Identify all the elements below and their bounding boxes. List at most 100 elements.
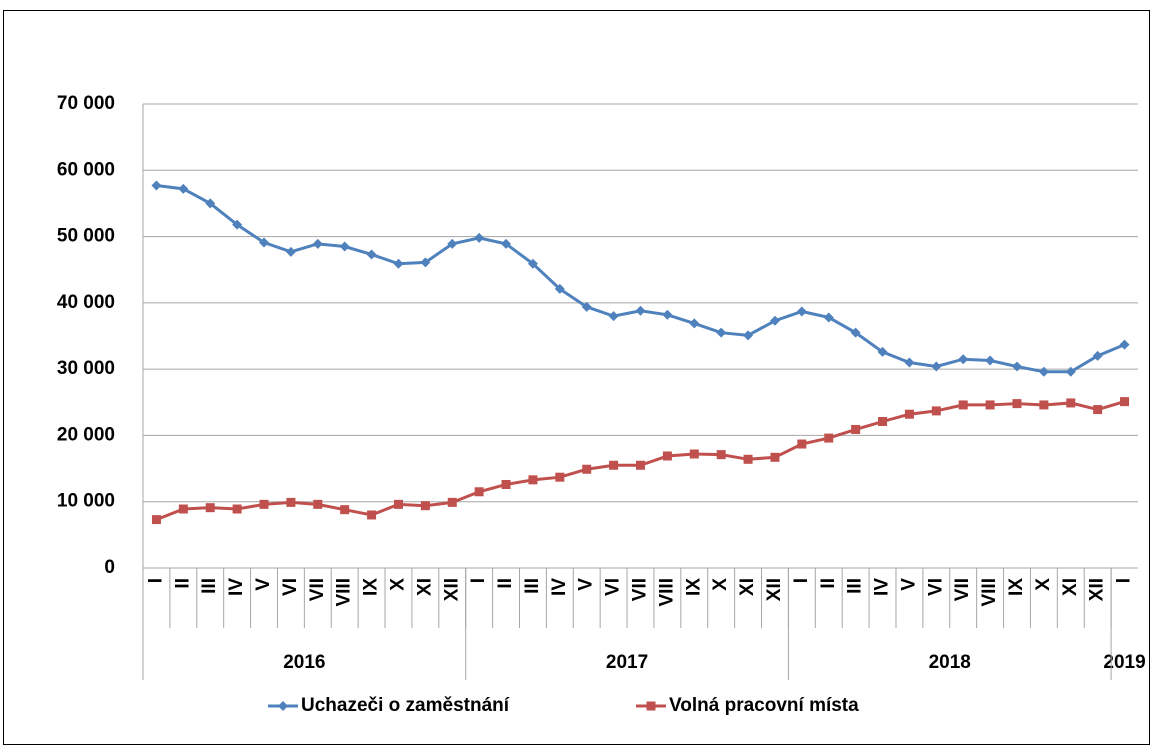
y-tick-label: 70 000 [57, 93, 115, 114]
point [1039, 400, 1049, 410]
x-tick-label: II [818, 578, 839, 589]
point [743, 330, 754, 341]
point [716, 450, 726, 460]
point [313, 499, 323, 509]
x-tick-label: XII [441, 578, 462, 601]
point [205, 503, 215, 513]
y-tick-label: 0 [104, 557, 115, 578]
point [340, 505, 350, 515]
x-tick-label: III [845, 578, 866, 594]
x-tick-label: VIII [656, 578, 677, 607]
x-tick-label: X [710, 578, 731, 591]
x-group-label: 2018 [929, 652, 971, 673]
point [878, 417, 888, 427]
y-tick-label: 60 000 [57, 159, 115, 180]
point [1119, 339, 1130, 350]
point [1038, 366, 1049, 377]
legend-label: Volná pracovní místa [669, 695, 859, 716]
x-tick-label: VIII [334, 578, 355, 607]
x-tick-label: III [199, 578, 220, 594]
x-tick-label: I [145, 578, 166, 583]
point [609, 460, 619, 470]
x-tick-label: XII [1087, 578, 1108, 601]
y-tick-label: 10 000 [57, 491, 115, 512]
point [797, 439, 807, 449]
point [151, 515, 161, 525]
point [958, 400, 968, 410]
y-tick-label: 20 000 [57, 424, 115, 445]
point [636, 460, 645, 470]
point [1066, 398, 1076, 408]
point [743, 454, 753, 464]
point [339, 241, 350, 252]
point [769, 315, 780, 326]
point [474, 487, 484, 497]
point [904, 409, 914, 419]
point [178, 504, 188, 514]
y-tick-label: 40 000 [57, 292, 115, 313]
y-tick-label: 30 000 [57, 358, 115, 379]
x-tick-label: XI [737, 578, 758, 596]
point [931, 361, 942, 372]
x-tick-label: XI [414, 578, 435, 596]
x-tick-label: VII [307, 578, 328, 601]
x-tick-label: IV [226, 578, 247, 596]
point [985, 400, 995, 410]
x-group-label: 2016 [283, 652, 325, 673]
point [259, 499, 269, 509]
point [232, 219, 243, 230]
x-tick-label: IX [683, 578, 704, 596]
point [823, 312, 834, 323]
point [582, 464, 592, 474]
x-tick-label: IX [361, 578, 382, 596]
point [662, 309, 673, 320]
point [796, 306, 807, 317]
point [474, 232, 485, 243]
x-tick-label: XII [764, 578, 785, 601]
point [716, 327, 727, 338]
point [447, 497, 457, 507]
legend-label: Uchazeči o zaměstnání [301, 695, 510, 716]
x-tick-label: X [387, 578, 408, 591]
x-tick-label: V [898, 578, 919, 591]
point [501, 238, 512, 249]
point [608, 311, 619, 322]
point [1092, 350, 1103, 361]
point [1011, 361, 1022, 372]
x-tick-label: II [495, 578, 516, 589]
point [527, 258, 538, 269]
point [278, 701, 288, 711]
point [904, 357, 915, 368]
point [581, 301, 592, 312]
point [259, 237, 270, 248]
point [232, 504, 242, 514]
x-tick-label: VI [280, 578, 301, 596]
point [554, 283, 565, 294]
point [420, 501, 430, 511]
x-tick-label: I [791, 578, 812, 583]
point [1012, 399, 1022, 409]
x-tick-label: VIII [979, 578, 1000, 607]
point [850, 327, 861, 338]
point [366, 249, 377, 260]
x-tick-label: II [172, 578, 193, 589]
point [689, 318, 700, 329]
x-tick-label: VI [925, 578, 946, 596]
x-tick-label: V [576, 578, 597, 591]
point [824, 433, 834, 443]
point [367, 510, 377, 520]
point [877, 346, 888, 357]
x-tick-label: IX [1006, 578, 1027, 596]
point [1065, 366, 1076, 377]
x-tick-label: IV [549, 578, 570, 596]
point [205, 198, 216, 209]
x-group-label: 2019 [1103, 652, 1145, 673]
point [555, 472, 565, 482]
x-tick-label: X [1033, 578, 1054, 591]
point [689, 449, 699, 459]
x-tick-label: I [1114, 578, 1135, 583]
x-tick-label: VII [952, 578, 973, 601]
point [770, 452, 780, 462]
x-tick-label: VI [603, 578, 624, 596]
point [1120, 397, 1130, 407]
